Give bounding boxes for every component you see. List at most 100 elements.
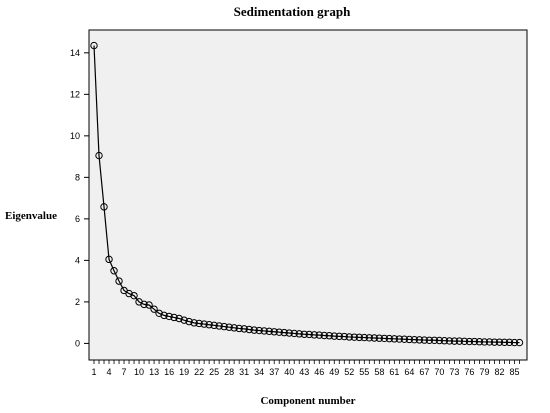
series-line — [93, 45, 520, 344]
x-tick-label: 25 — [209, 367, 219, 377]
x-axis: 1 4 7 10 13 16 19 22 25 28 31 34 37 40 43 46 49 52 55 58 61 6… — [91, 360, 520, 377]
x-axis-label: Component number — [260, 395, 355, 407]
x-tick-label: 19 — [179, 367, 189, 377]
y-tick-label: 4 — [75, 255, 80, 265]
x-tick-label: 40 — [284, 367, 294, 377]
data-point — [365, 334, 374, 342]
y-tick-label: 2 — [75, 297, 80, 307]
data-point — [500, 338, 509, 347]
data-point — [340, 332, 348, 341]
x-tick-label: 10 — [134, 367, 144, 377]
data-point — [260, 327, 268, 335]
x-tick-label: 4 — [107, 367, 112, 377]
data-point — [250, 326, 258, 334]
data-point — [445, 337, 454, 345]
data-point — [215, 322, 223, 330]
data-point — [110, 267, 118, 275]
y-axis: 0 2 4 6 8 10 12 14 — [70, 48, 89, 348]
data-point — [175, 314, 183, 323]
x-tick-label: 79 — [479, 367, 489, 377]
data-point — [95, 151, 103, 160]
data-point — [440, 336, 449, 345]
data-point — [285, 329, 293, 337]
data-point — [125, 289, 133, 298]
data-point — [200, 320, 208, 328]
data-point — [490, 338, 499, 346]
data-point — [290, 329, 298, 338]
x-tick-label: 52 — [344, 367, 354, 377]
data-point — [375, 334, 384, 342]
data-point — [300, 330, 308, 338]
data-point — [415, 336, 424, 344]
data-point — [425, 336, 434, 344]
x-tick-label: 61 — [389, 367, 399, 377]
x-tick-label: 49 — [329, 367, 339, 377]
data-point — [370, 334, 379, 342]
y-axis-label: Eigenvalue — [5, 210, 57, 222]
data-point — [315, 331, 323, 339]
data-point — [220, 322, 228, 331]
x-tick-label: 46 — [314, 367, 324, 377]
data-point — [245, 325, 253, 334]
data-point — [460, 337, 469, 346]
data-point — [480, 338, 489, 346]
data-point — [325, 332, 333, 340]
data-point — [155, 309, 163, 318]
data-point — [240, 325, 248, 333]
data-point — [430, 336, 439, 344]
data-point — [160, 311, 168, 320]
x-tick-label: 13 — [149, 367, 159, 377]
data-point — [310, 331, 318, 339]
x-tick-label: 1 — [91, 367, 96, 377]
x-tick-label: 70 — [434, 367, 444, 377]
data-point — [350, 333, 359, 341]
data-point — [515, 338, 524, 347]
x-tick-label: 31 — [239, 367, 249, 377]
x-tick-label: 85 — [509, 367, 519, 377]
data-point — [265, 327, 273, 336]
data-point — [170, 313, 178, 322]
y-tick-label: 12 — [70, 89, 80, 99]
x-tick-label: 64 — [404, 367, 414, 377]
data-point — [205, 321, 213, 329]
x-tick-label: 16 — [164, 367, 174, 377]
data-point — [190, 319, 198, 327]
data-point — [485, 338, 494, 346]
data-point — [225, 323, 233, 331]
data-point — [115, 277, 123, 285]
x-tick-label: 82 — [494, 367, 504, 377]
data-point — [100, 203, 108, 211]
data-point — [255, 326, 263, 335]
data-point — [185, 317, 193, 326]
data-point — [465, 337, 474, 346]
data-point — [165, 312, 173, 321]
x-tick-label: 67 — [419, 367, 429, 377]
data-point — [395, 335, 404, 343]
x-tick-label: 7 — [122, 367, 127, 377]
x-tick-label: 76 — [464, 367, 474, 377]
y-tick-label: 0 — [75, 338, 80, 348]
data-point — [105, 255, 113, 264]
plot-area — [88, 29, 528, 361]
data-point — [150, 305, 158, 313]
data-point — [385, 334, 394, 343]
x-tick-label: 22 — [194, 367, 204, 377]
data-point — [90, 41, 98, 50]
data-point — [295, 330, 303, 338]
data-point — [355, 333, 364, 342]
data-point — [470, 337, 479, 346]
data-point — [305, 330, 313, 339]
data-point — [270, 328, 278, 336]
data-point — [420, 336, 429, 344]
y-tick-label: 14 — [70, 48, 80, 58]
data-point — [380, 334, 389, 343]
y-tick-label: 10 — [70, 131, 80, 141]
data-point — [435, 336, 444, 345]
data-point — [195, 319, 203, 328]
data-point — [320, 331, 328, 340]
data-point — [360, 333, 369, 342]
data-point — [330, 332, 338, 340]
data-point — [210, 321, 218, 330]
